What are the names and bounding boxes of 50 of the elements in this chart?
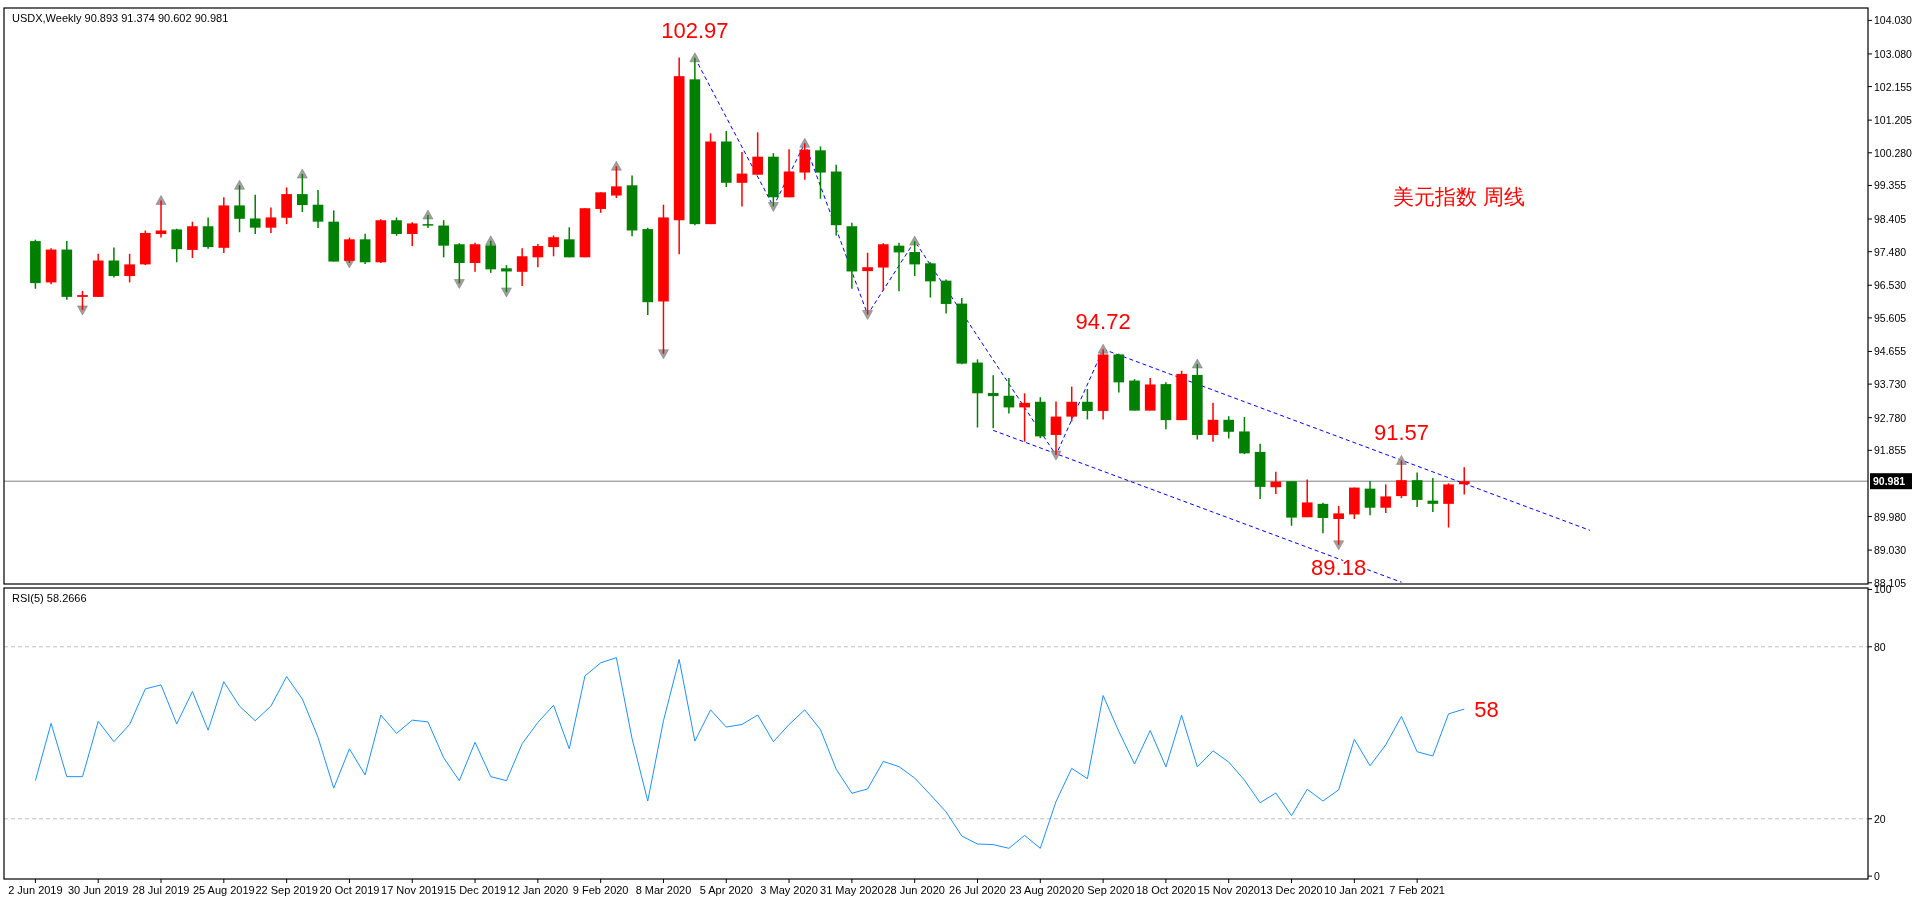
x-tick-label: 28 Jul 2019 — [132, 884, 190, 896]
annotation: 94.72 — [1075, 309, 1131, 335]
y-tick-label: 102.155 — [1874, 80, 1913, 93]
y-tick-label: 0 — [1874, 870, 1880, 883]
x-tick-label: 13 Dec 2020 — [1260, 884, 1323, 896]
x-tick-label: 23 Aug 2020 — [1009, 884, 1072, 896]
y-tick-label: 95.605 — [1874, 311, 1907, 324]
annotation: 89.18 — [1311, 554, 1367, 580]
x-tick-label: 5 Apr 2020 — [699, 884, 753, 896]
y-tick-label: 101.205 — [1874, 114, 1913, 127]
x-tick-label: 26 Jul 2020 — [949, 884, 1006, 896]
x-tick-label: 15 Dec 2019 — [443, 884, 507, 896]
y-tick-label: 94.655 — [1874, 345, 1907, 358]
y-tick-label: 103.080 — [1874, 47, 1913, 60]
y-tick-label: 97.480 — [1874, 245, 1907, 258]
x-tick-label: 30 Jun 2019 — [67, 884, 129, 896]
x-tick-label: 31 May 2020 — [820, 884, 884, 896]
x-tick-label: 25 Aug 2019 — [192, 884, 255, 896]
y-tick-label: 20 — [1874, 812, 1886, 825]
x-tick-label: 8 Mar 2020 — [635, 884, 692, 896]
x-tick-label: 18 Oct 2020 — [1135, 884, 1196, 896]
annotation: 91.57 — [1373, 420, 1429, 446]
y-tick-label: 89.030 — [1874, 544, 1907, 557]
y-tick-label: 92.780 — [1874, 411, 1907, 424]
y-tick-label: 99.355 — [1874, 179, 1907, 192]
chart-title: USDX,Weekly 90.893 91.374 90.602 90.981 — [12, 12, 229, 24]
x-tick-label: 10 Jan 2021 — [1324, 884, 1385, 896]
y-tick-label: 80 — [1874, 640, 1886, 653]
x-tick-label: 15 Nov 2020 — [1197, 884, 1260, 896]
y-tick-label: 93.730 — [1874, 378, 1907, 391]
annotation: 102.97 — [661, 17, 729, 43]
x-tick-label: 12 Jan 2020 — [507, 884, 569, 896]
ref-line-label: 90.981 — [1873, 475, 1906, 488]
x-tick-label: 20 Oct 2019 — [319, 884, 380, 896]
y-tick-label: 91.855 — [1874, 444, 1907, 457]
chart-title: RSI(5) 58.2666 — [12, 592, 87, 604]
x-tick-label: 3 May 2020 — [760, 884, 818, 896]
annotation: 58 — [1474, 697, 1499, 723]
x-tick-label: 2 Jun 2019 — [8, 884, 63, 896]
y-tick-label: 89.980 — [1874, 510, 1907, 523]
y-tick-label: 96.530 — [1874, 279, 1907, 292]
y-tick-label: 100.280 — [1874, 146, 1913, 159]
x-tick-label: 9 Feb 2020 — [572, 884, 629, 896]
y-tick-label: 104.030 — [1874, 14, 1913, 27]
x-tick-label: 7 Feb 2021 — [1389, 884, 1445, 896]
y-tick-label: 98.405 — [1874, 213, 1907, 226]
x-tick-label: 28 Jun 2020 — [884, 884, 945, 896]
x-tick-label: 20 Sep 2020 — [1071, 884, 1135, 896]
x-tick-label: 22 Sep 2019 — [255, 884, 318, 896]
x-tick-label: 17 Nov 2019 — [381, 884, 444, 896]
